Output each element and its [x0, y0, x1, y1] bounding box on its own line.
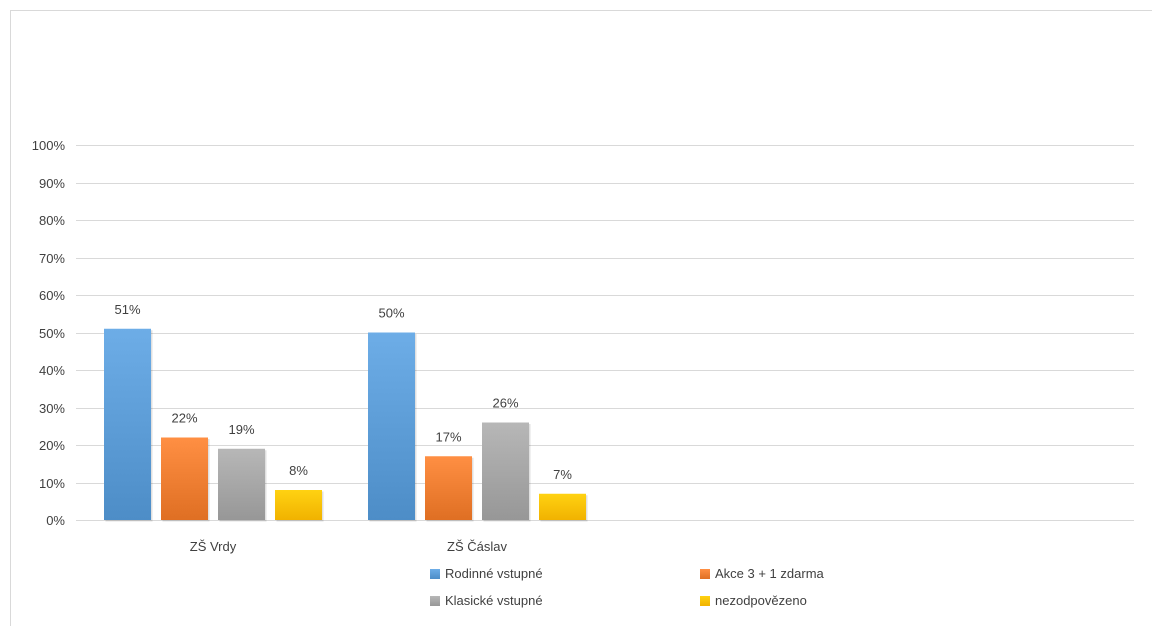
legend-label: nezodpovězeno: [715, 593, 807, 608]
legend-label: Rodinné vstupné: [445, 566, 543, 581]
y-tick-label: 60%: [39, 288, 65, 303]
legend: Rodinné vstupné Akce 3 + 1 zdarma Klasické…: [430, 566, 825, 608]
data-label: 8%: [289, 463, 308, 478]
bars: [104, 328, 588, 522]
data-label: 51%: [114, 302, 140, 317]
legend-label: Akce 3 + 1 zdarma: [715, 566, 825, 581]
chart-border: [10, 10, 1152, 626]
x-tick-label: ZŠ Vrdy: [190, 539, 237, 554]
y-tick-label: 20%: [39, 438, 65, 453]
bar: [425, 456, 472, 520]
y-tick-label: 30%: [39, 401, 65, 416]
y-tick-label: 0%: [46, 513, 65, 528]
legend-item: Akce 3 + 1 zdarma: [700, 566, 825, 581]
legend-label: Klasické vstupné: [445, 593, 543, 608]
bar: [275, 490, 322, 520]
y-tick-label: 40%: [39, 363, 65, 378]
y-tick-label: 50%: [39, 326, 65, 341]
data-label: 22%: [171, 411, 197, 426]
x-tick-label: ZŠ Čáslav: [447, 539, 507, 554]
data-label: 7%: [553, 467, 572, 482]
y-tick-label: 90%: [39, 176, 65, 191]
legend-item: nezodpovězeno: [700, 593, 807, 608]
legend-item: Rodinné vstupné: [430, 566, 543, 581]
legend-swatch: [430, 596, 440, 606]
data-label: 50%: [378, 306, 404, 321]
y-tick-label: 80%: [39, 213, 65, 228]
legend-swatch: [430, 569, 440, 579]
data-label: 26%: [492, 396, 518, 411]
bar: [218, 448, 265, 520]
y-tick-label: 100%: [32, 138, 66, 153]
bar: [104, 328, 151, 520]
bar: [482, 422, 529, 520]
y-tick-label: 70%: [39, 251, 65, 266]
legend-swatch: [700, 569, 710, 579]
legend-item: Klasické vstupné: [430, 593, 543, 608]
bar: [161, 437, 208, 520]
bar: [368, 332, 415, 520]
data-label: 17%: [435, 429, 461, 444]
legend-swatch: [700, 596, 710, 606]
bar: [539, 493, 586, 520]
x-axis-ticks: ZŠ Vrdy ZŠ Čáslav: [190, 539, 508, 554]
data-labels: 51% 22% 19% 8% 50% 17% 26% 7%: [114, 302, 572, 482]
y-tick-label: 10%: [39, 476, 65, 491]
y-axis-ticks: 0% 10% 20% 30% 40% 50% 60% 70% 80% 90% 100%: [32, 138, 66, 528]
data-label: 19%: [228, 422, 254, 437]
